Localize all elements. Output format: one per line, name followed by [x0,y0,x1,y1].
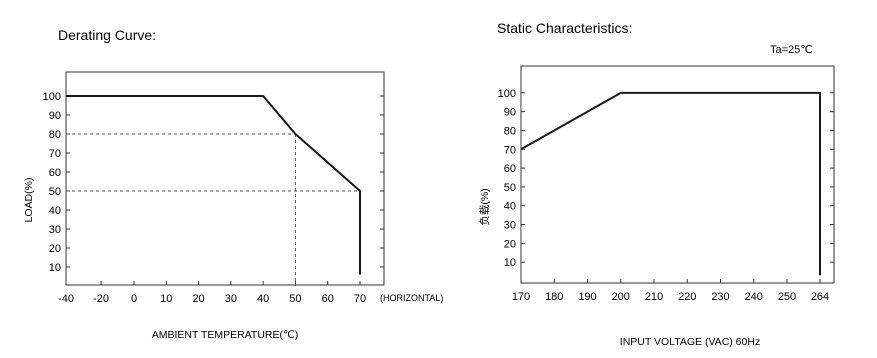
derating-marks: 10 20 30 40 50 60 70 80 90 100 -40 -20 0 10 20 30 40 50 60… [43,91,384,305]
derating-x-tick-label-9: 70 [354,293,366,305]
derating-y-tick-label-3: 40 [49,205,61,217]
derating-x-tick-label-4: 20 [192,293,204,305]
derating-x-tick-label-7: 50 [289,293,301,305]
static-y-tick-label-5: 60 [504,163,516,175]
static-x-tick-label-9: 264 [811,291,829,303]
derating-x-tick-label-6: 40 [257,293,269,305]
static-x-tick-label-7: 240 [745,291,763,303]
static-x-tick-label-3: 200 [612,291,630,303]
static-title: Static Characteristics: [497,20,632,36]
static-y-tick-label-3: 40 [504,201,516,213]
derating-y-tick-label-7: 80 [49,129,61,141]
derating-y-tick-label-2: 30 [49,224,61,236]
derating-y-tick-label-6: 70 [49,148,61,160]
static-x-tick-label-2: 190 [578,291,596,303]
derating-y-tick-label-9: 100 [43,91,61,103]
static-marks: 10 20 30 40 50 60 70 80 90 100 170 180 190 200 210 220 2… [498,88,834,303]
derating-plot-frame [65,71,385,286]
static-y-tick-label-1: 20 [504,238,516,250]
derating-x-tick-label-0: -40 [58,293,74,305]
static-x-tick-label-8: 250 [778,291,796,303]
static-x-tick-label-1: 180 [545,291,563,303]
derating-x-tick-label-8: 60 [322,293,334,305]
derating-x-tick-label-5: 30 [225,293,237,305]
derating-y-tick-label-5: 60 [49,167,61,179]
static-y-axis-label: 负载(%) [478,188,491,225]
static-x-tick-label-4: 210 [645,291,663,303]
derating-x-axis-label: AMBIENT TEMPERATURE(℃) [152,329,299,341]
static-temperature-annotation: Ta=25℃ [770,44,813,56]
static-y-tick-label-9: 100 [498,88,516,100]
static-series-line-0 [520,91,821,276]
static-x-tick-label-6: 230 [711,291,729,303]
derating-x-tick-label-1: -20 [93,293,109,305]
static-x-axis-label: INPUT VOLTAGE (VAC) 60Hz [620,336,760,348]
derating-x-tick-label-3: 10 [160,293,172,305]
derating-y-tick-label-0: 10 [49,262,61,274]
static-y-tick-label-7: 80 [504,125,516,137]
static-y-tick-label-4: 50 [504,182,516,194]
static-x-tick-label-0: 170 [512,291,530,303]
derating-curve-chart: Derating Curve: 102030405060708090100-40… [23,27,443,341]
static-y-tick-label-6: 70 [504,144,516,156]
derating-x-tick-label-2: 0 [131,293,137,305]
static-y-tick-label-2: 30 [504,220,516,232]
static-x-tick-label-5: 220 [678,291,696,303]
derating-y-tick-label-1: 20 [49,243,61,255]
static-y-tick-label-0: 10 [504,257,516,269]
static-plot-frame [520,65,835,284]
derating-y-tick-label-8: 90 [49,110,61,122]
derating-y-tick-label-4: 50 [49,186,61,198]
derating-title: Derating Curve: [58,27,156,43]
static-y-tick-label-8: 90 [504,107,516,119]
derating-series-line-0 [66,95,361,275]
derating-x-suffix-label: (HORIZONTAL) [380,293,443,303]
derating-y-axis-label: LOAD(%) [23,178,35,223]
static-characteristics-chart: Static Characteristics: Ta=25℃ 10 20 30 40 5… [478,20,835,348]
